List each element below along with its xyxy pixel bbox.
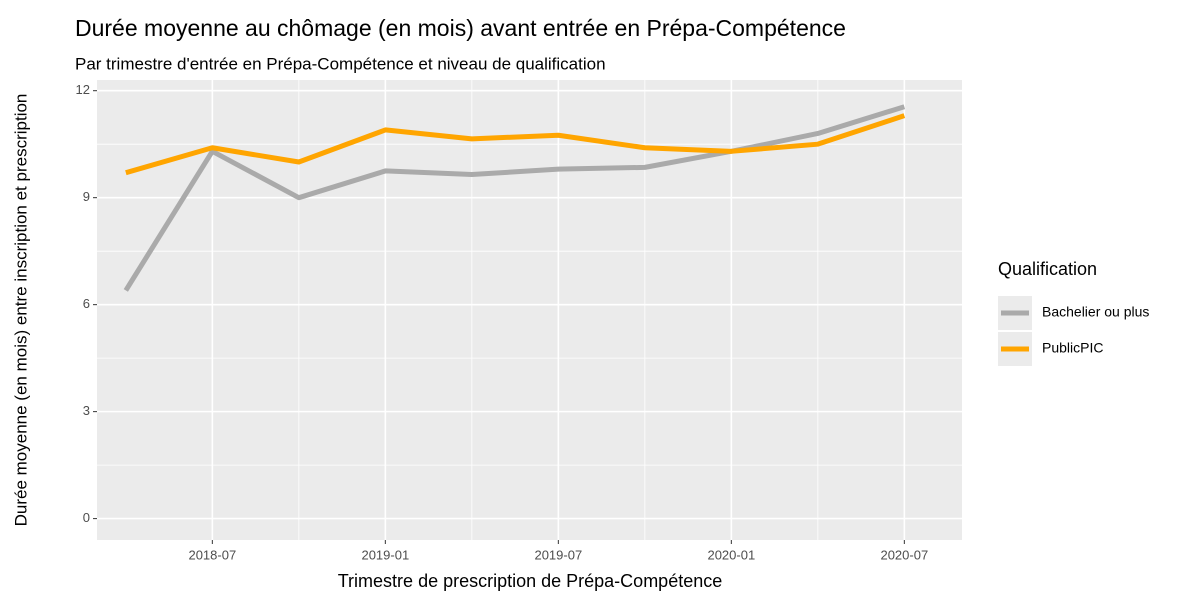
y-axis-label: Durée moyenne (en mois) entre inscriptio…	[11, 94, 30, 527]
legend-label: PublicPIC	[1042, 340, 1103, 356]
x-tick-label: 2019-01	[361, 547, 409, 562]
data-line	[125, 113, 906, 176]
chart-title: Durée moyenne au chômage (en mois) avant…	[75, 15, 846, 41]
x-axis-label: Trimestre de prescription de Prépa-Compé…	[338, 571, 723, 591]
legend-title: Qualification	[998, 259, 1097, 279]
legend-label: Bachelier ou plus	[1042, 304, 1149, 320]
y-tick-label: 0	[83, 510, 90, 525]
x-tick-label: 2020-01	[707, 547, 755, 562]
x-tick-label: 2019-07	[534, 547, 582, 562]
y-tick-label: 3	[83, 403, 90, 418]
data-line	[123, 104, 906, 292]
y-tick-label: 6	[83, 296, 90, 311]
y-tick-label: 9	[83, 189, 90, 204]
chart-subtitle: Par trimestre d'entrée en Prépa-Compéten…	[75, 54, 606, 73]
y-tick-label: 12	[76, 82, 90, 97]
x-tick-label: 2018-07	[188, 547, 236, 562]
x-tick-label: 2020-07	[880, 547, 928, 562]
